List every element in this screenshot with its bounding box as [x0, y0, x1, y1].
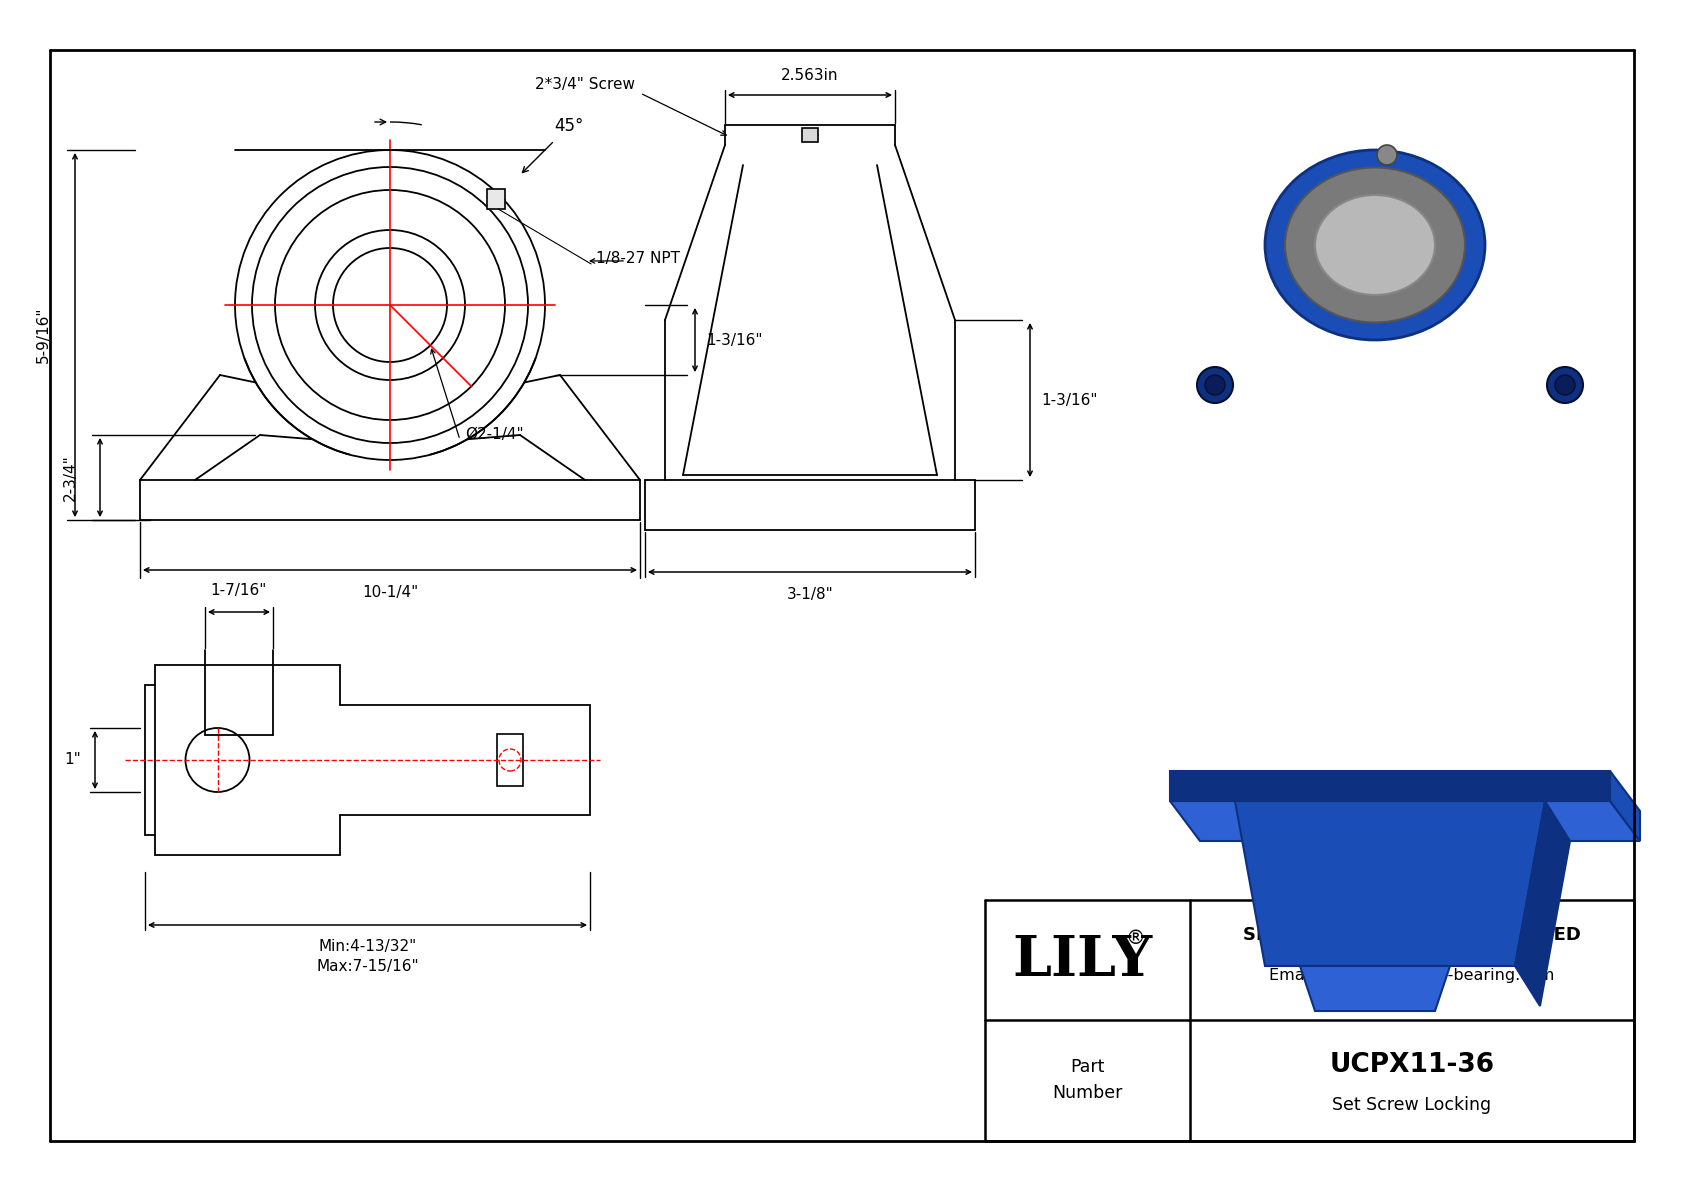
Text: UCPX11-36: UCPX11-36 — [1329, 1052, 1495, 1078]
Text: Email: lilybearing@lily-bearing.com: Email: lilybearing@lily-bearing.com — [1270, 967, 1554, 983]
Text: Min:4-13/32": Min:4-13/32" — [318, 940, 416, 954]
Polygon shape — [1170, 802, 1640, 841]
Text: 45°: 45° — [554, 117, 584, 135]
Bar — [497, 734, 524, 786]
Circle shape — [1206, 375, 1224, 395]
Text: 1-3/16": 1-3/16" — [1042, 393, 1098, 407]
Ellipse shape — [1285, 168, 1465, 323]
Text: Max:7-15/16": Max:7-15/16" — [317, 960, 419, 974]
Text: Set Screw Locking: Set Screw Locking — [1332, 1096, 1492, 1114]
Text: Part
Number: Part Number — [1052, 1058, 1122, 1102]
Circle shape — [1554, 375, 1575, 395]
Ellipse shape — [1265, 150, 1485, 339]
Text: 10-1/4": 10-1/4" — [362, 585, 418, 599]
Circle shape — [1548, 367, 1583, 403]
Text: 2-3/4": 2-3/4" — [62, 454, 77, 501]
Text: ®: ® — [1125, 929, 1145, 948]
Polygon shape — [1516, 802, 1569, 1006]
Polygon shape — [1610, 771, 1640, 841]
Text: 1": 1" — [64, 753, 81, 767]
Text: 3-1/8": 3-1/8" — [786, 586, 834, 601]
Text: LILY: LILY — [1012, 933, 1152, 987]
Ellipse shape — [1315, 195, 1435, 295]
Circle shape — [1197, 367, 1233, 403]
Text: 2*3/4" Screw: 2*3/4" Screw — [536, 77, 635, 93]
Text: 2.563in: 2.563in — [781, 68, 839, 82]
Bar — [487, 189, 505, 208]
Text: 1-7/16": 1-7/16" — [210, 582, 268, 598]
Text: Ø2-1/4": Ø2-1/4" — [465, 428, 524, 443]
Polygon shape — [1300, 966, 1450, 1011]
Bar — [802, 127, 818, 142]
Text: 1/8-27 NPT: 1/8-27 NPT — [596, 251, 680, 267]
Text: SHANGHAI LILY BEARING LIMITED: SHANGHAI LILY BEARING LIMITED — [1243, 925, 1581, 944]
Text: 1-3/16": 1-3/16" — [707, 332, 763, 348]
Polygon shape — [1170, 771, 1610, 802]
Polygon shape — [1234, 802, 1544, 966]
Text: 5-9/16": 5-9/16" — [35, 307, 51, 363]
Circle shape — [1378, 145, 1398, 166]
